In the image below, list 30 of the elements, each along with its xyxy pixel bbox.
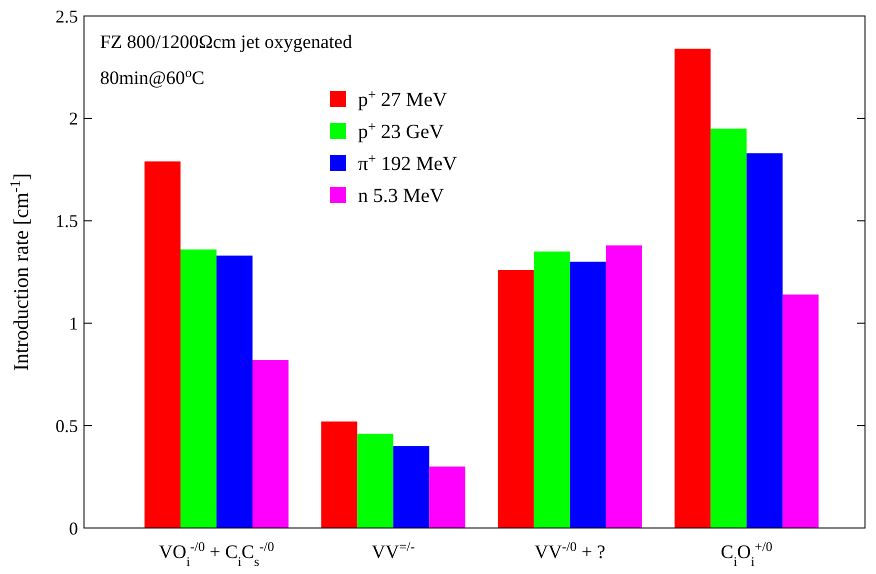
bar <box>252 360 289 528</box>
bar <box>216 256 253 528</box>
legend-label: p$^{+}$ 23 GeV <box>358 120 444 143</box>
annotation: FZ 800/1200Ωcm jet oxygenated <box>100 32 353 53</box>
bar <box>180 249 217 528</box>
x-tick-label: VV$^{=/-}$ <box>372 538 415 563</box>
bar <box>534 252 570 528</box>
y-tick-label: 1 <box>69 314 78 334</box>
legend-label: n 5.3 MeV <box>358 185 445 207</box>
y-tick-label: 0.5 <box>56 416 78 436</box>
y-tick-label: 0 <box>69 518 78 538</box>
bar <box>746 153 783 528</box>
bar <box>144 161 181 528</box>
bar <box>429 466 466 528</box>
bar <box>570 262 606 528</box>
x-tick-label: VV$^{-/0}$ + ? <box>534 538 606 563</box>
bar <box>321 422 358 528</box>
bar <box>606 245 642 528</box>
bar <box>782 294 819 528</box>
y-tick-label: 2.5 <box>56 6 78 26</box>
annotation: 80min@60$^{o}$C <box>100 64 204 89</box>
bar <box>710 128 747 528</box>
y-tick-label: 1.5 <box>56 211 78 232</box>
legend-label: π$^{+}$ 192 MeV <box>358 152 458 175</box>
bar <box>674 48 711 528</box>
y-tick-label: 2 <box>69 108 78 129</box>
bar <box>498 270 534 528</box>
legend-label: p$^{+}$ 27 MeV <box>358 88 448 111</box>
bar <box>393 446 430 528</box>
bar <box>357 434 394 528</box>
